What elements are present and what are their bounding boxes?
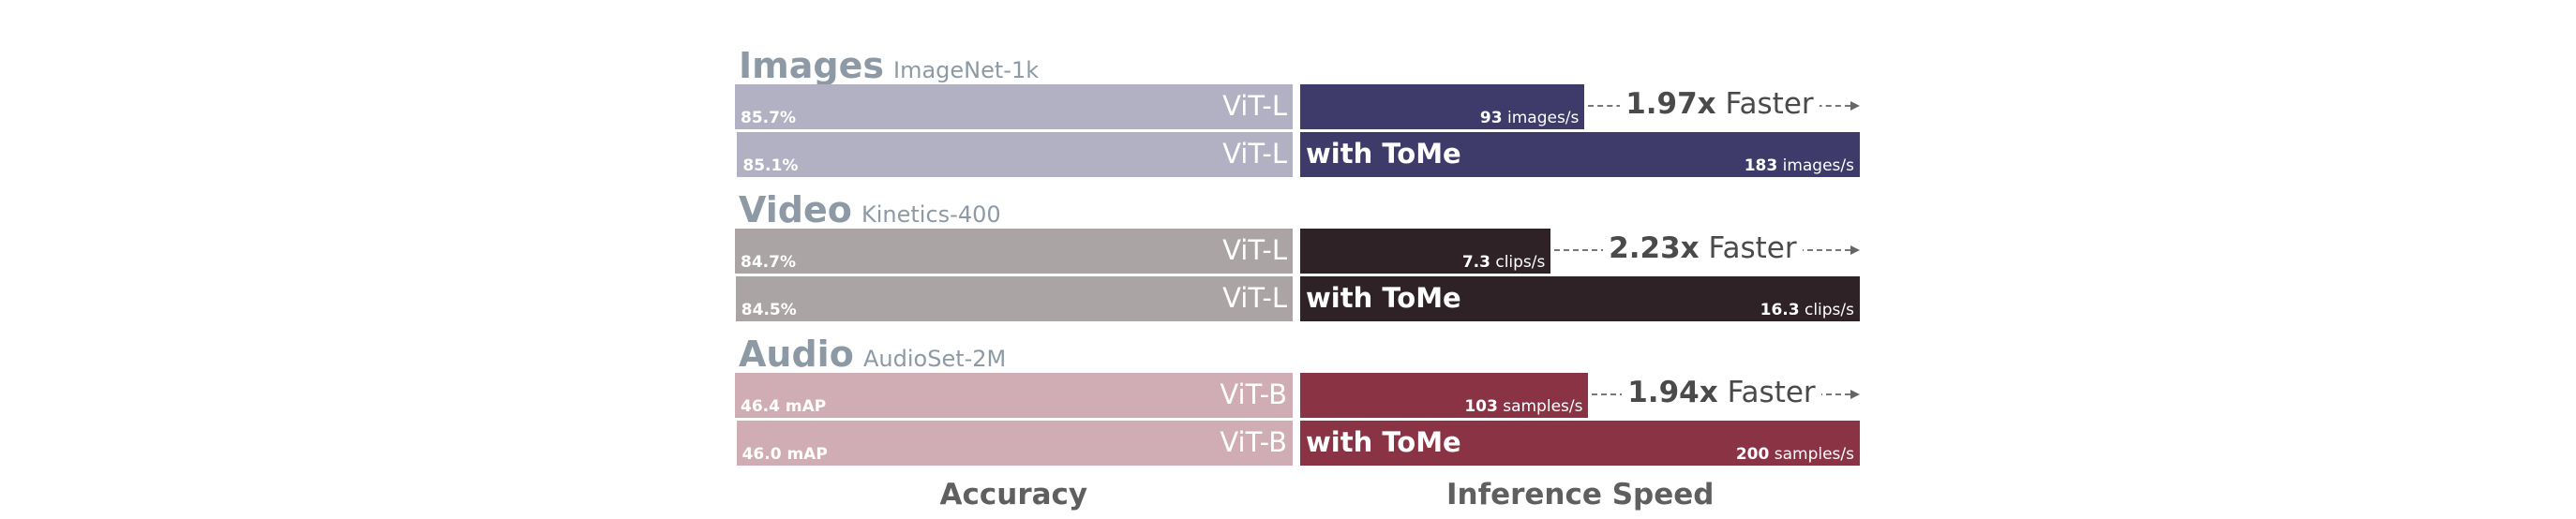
accuracy-value-label: 46.4 mAP	[741, 397, 827, 416]
accuracy-bar	[735, 276, 1293, 321]
speedup-label: 1.97x Faster	[1620, 87, 1820, 121]
speed-number: 103	[1464, 397, 1498, 416]
speed-value-label: 103 samples/s	[1464, 397, 1582, 416]
model-label: ViT-L	[1222, 90, 1287, 122]
speedup-word: Faster	[1708, 231, 1797, 265]
accuracy-value-label: 84.5%	[741, 301, 797, 319]
speedup-label: 1.94x Faster	[1622, 376, 1821, 409]
accuracy-value-label: 85.1%	[742, 156, 799, 175]
speed-number: 183	[1744, 156, 1778, 175]
speed-number: 200	[1735, 445, 1770, 464]
accuracy-bar	[735, 229, 1293, 274]
arrow-right-icon	[1850, 245, 1860, 255]
speedup-word: Faster	[1725, 87, 1814, 121]
speed-unit: samples/s	[1774, 445, 1854, 464]
arrow-right-icon	[1850, 101, 1860, 111]
speed-number: 7.3	[1461, 253, 1490, 272]
model-label: ViT-L	[1222, 138, 1287, 170]
speed-number: 93	[1479, 109, 1503, 127]
speedup-factor: 1.94x	[1627, 376, 1718, 409]
accuracy-value-label: 85.7%	[741, 109, 796, 127]
speedup-label: 2.23x Faster	[1603, 231, 1803, 265]
speed-value-label: 200 samples/s	[1736, 445, 1854, 464]
accuracy-value-label: 46.0 mAP	[741, 445, 828, 464]
speed-bar	[1300, 84, 1585, 129]
speed-bar	[1300, 229, 1551, 274]
speedup-word: Faster	[1727, 376, 1816, 409]
speed-bar	[1300, 373, 1589, 418]
speed-unit: clips/s	[1804, 301, 1854, 319]
speed-unit: images/s	[1507, 109, 1580, 127]
speed-bar	[1300, 276, 1860, 321]
speedup-factor: 1.97x	[1625, 87, 1716, 121]
group-subtitle: AudioSet-2M	[863, 346, 1007, 372]
speed-bar	[1300, 132, 1860, 177]
speed-value-label: 183 images/s	[1745, 156, 1854, 175]
accuracy-bar	[735, 84, 1293, 129]
speed-number: 16.3	[1760, 301, 1800, 319]
model-label: ViT-L	[1222, 234, 1287, 266]
model-label: ViT-B	[1220, 426, 1287, 458]
accuracy-axis-label: Accuracy	[939, 478, 1088, 512]
speed-unit: images/s	[1782, 156, 1854, 175]
model-label: ViT-B	[1220, 378, 1287, 410]
with-tome-label: with ToMe	[1306, 138, 1461, 170]
speed-axis-label: Inference Speed	[1446, 478, 1715, 512]
accuracy-bar	[735, 373, 1293, 418]
speed-value-label: 93 images/s	[1480, 109, 1579, 127]
speed-bar	[1300, 421, 1860, 466]
with-tome-label: with ToMe	[1306, 282, 1461, 314]
speed-unit: samples/s	[1503, 397, 1583, 416]
accuracy-bar	[736, 421, 1293, 466]
with-tome-label: with ToMe	[1306, 426, 1461, 458]
speed-value-label: 7.3 clips/s	[1462, 253, 1546, 272]
model-label: ViT-L	[1222, 282, 1287, 314]
group-title: Video	[739, 189, 852, 230]
group-title: Images	[739, 45, 884, 86]
speedup-factor: 2.23x	[1609, 231, 1700, 265]
accuracy-bar	[737, 132, 1293, 177]
group-subtitle: ImageNet-1k	[893, 57, 1040, 83]
accuracy-value-label: 84.7%	[741, 253, 796, 272]
speed-value-label: 16.3 clips/s	[1760, 301, 1854, 319]
arrow-right-icon	[1850, 390, 1860, 399]
group-subtitle: Kinetics-400	[861, 201, 1001, 228]
speed-unit: clips/s	[1495, 253, 1546, 272]
group-title: Audio	[739, 334, 854, 375]
